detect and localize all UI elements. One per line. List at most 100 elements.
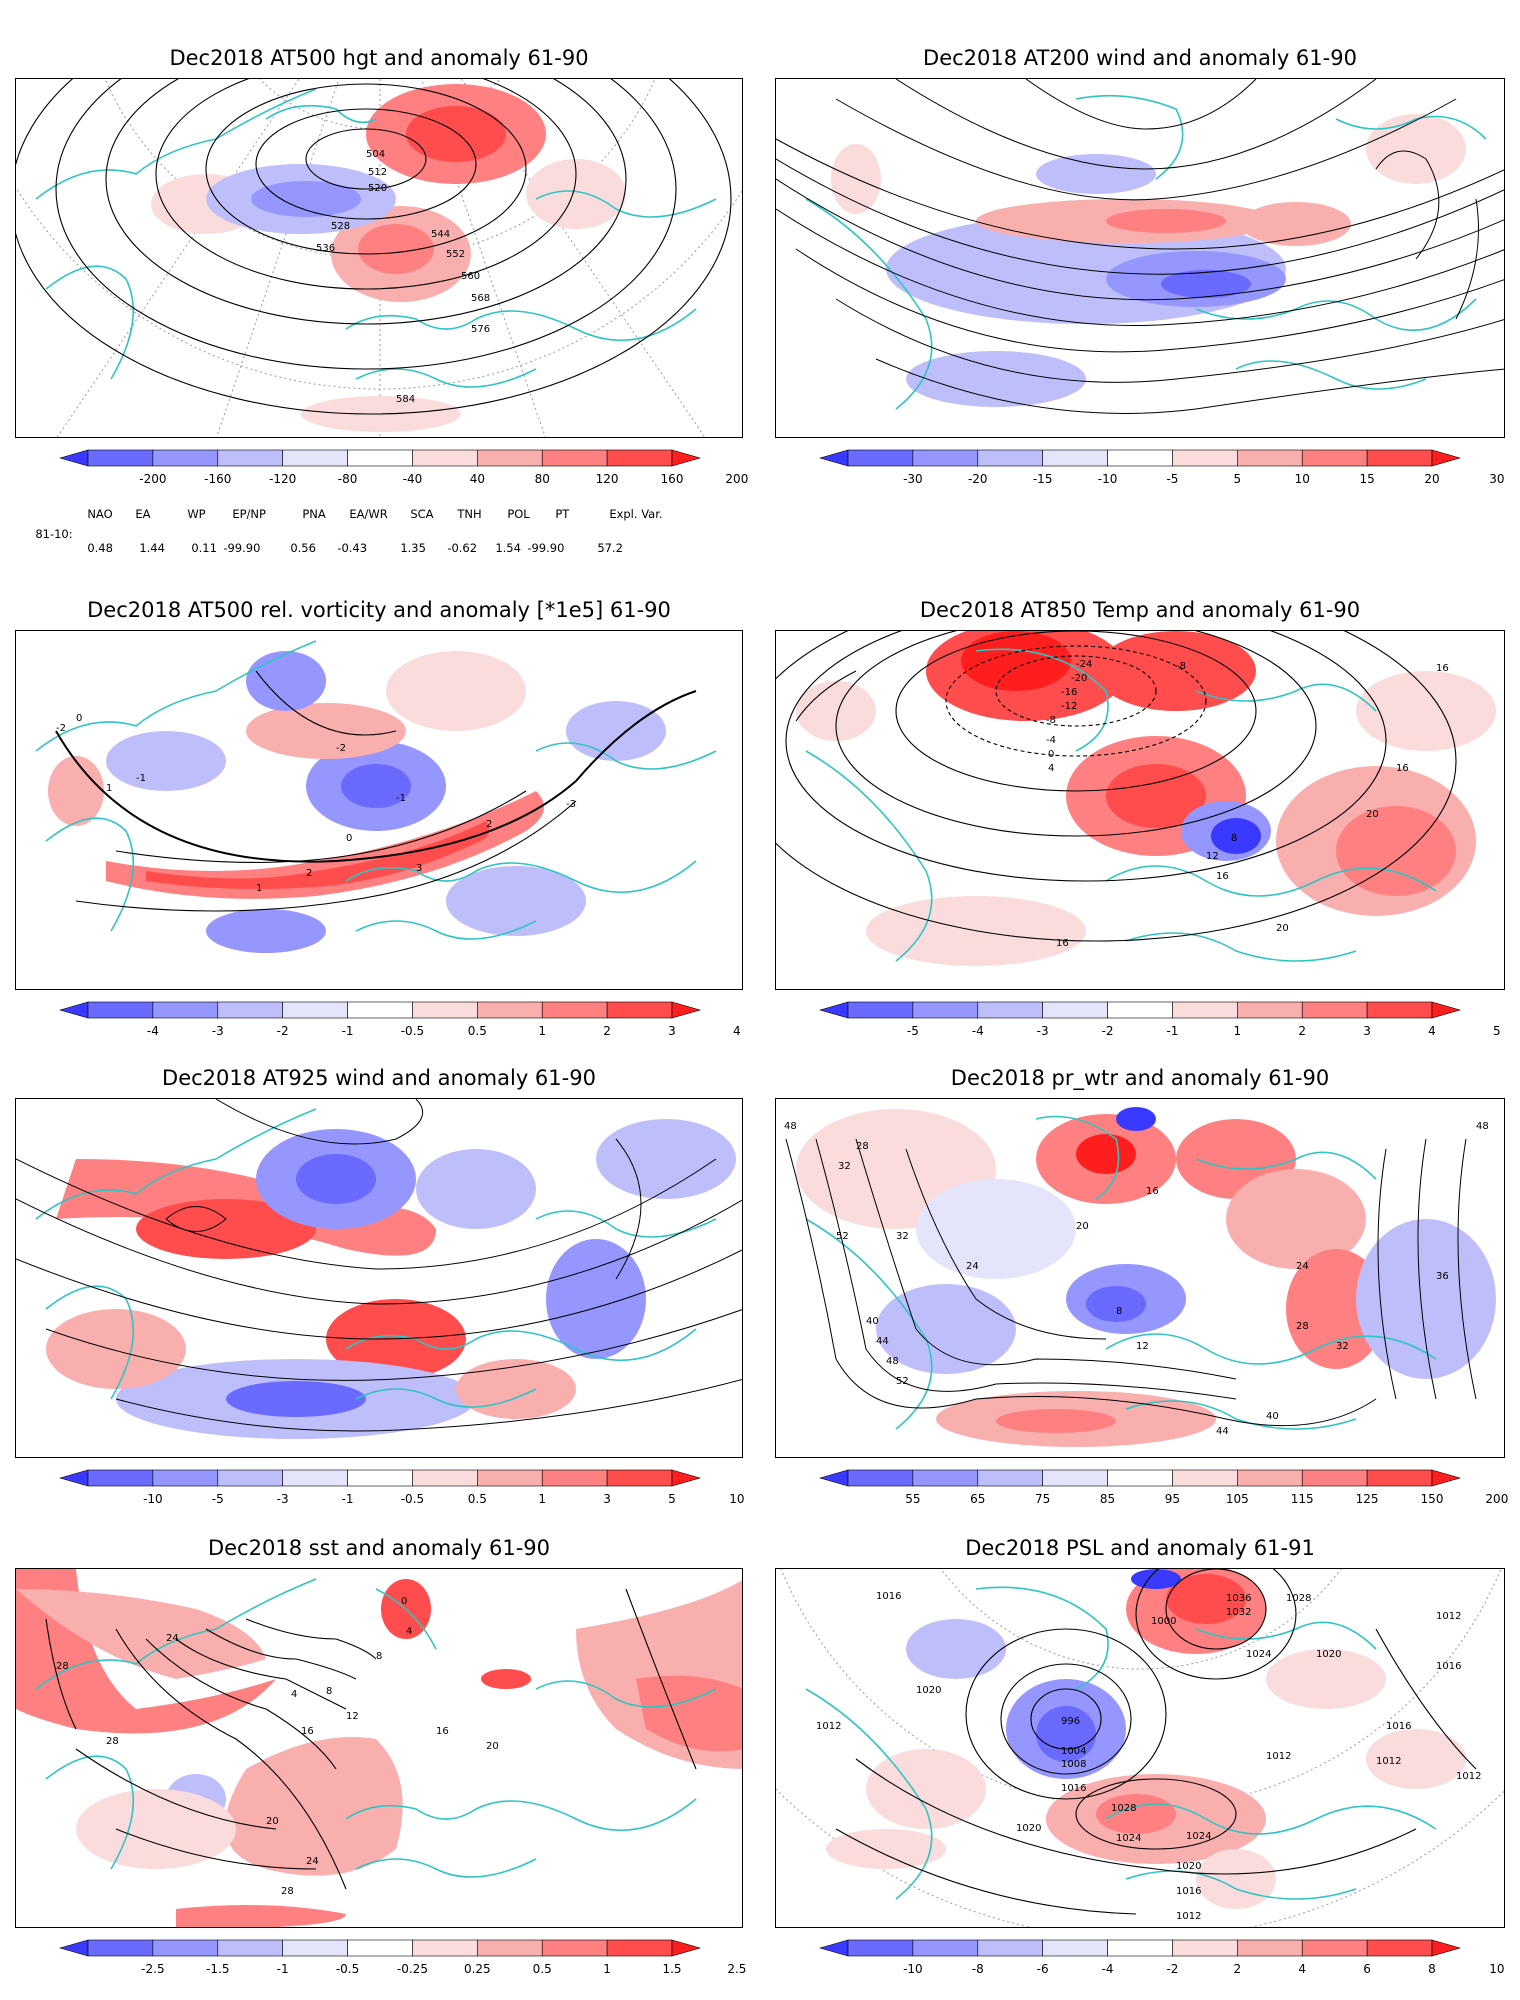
- map-plot: 1016 1020 1012 1000 996 1004 1008 1016 1…: [775, 1568, 1505, 1928]
- colorbar-tick-label: 0.5: [467, 1024, 487, 1038]
- coastlines: [35, 640, 717, 940]
- panel-title: Dec2018 sst and anomaly 61-90: [207, 1536, 551, 1560]
- coastlines: [805, 648, 1437, 962]
- contour-labels: 48 28 32 52 24 32 40 44 48 52 8 12 16 20…: [784, 1121, 1489, 1437]
- colorbar-segment: [282, 1469, 348, 1487]
- index-value: 1.44: [139, 541, 165, 555]
- contour-label: -4: [1046, 735, 1056, 746]
- contour-label: 28: [56, 1661, 69, 1672]
- colorbar-segment: [671, 1939, 702, 1957]
- contour-label: 0: [401, 1596, 407, 1607]
- index-value: 57.2: [597, 541, 623, 555]
- contours: [16, 79, 732, 415]
- colorbar-tick-label: -5: [906, 1024, 919, 1038]
- colorbar-tick-label: 115: [1290, 1492, 1314, 1506]
- index-value: -0.62: [447, 541, 478, 555]
- contour-label: 3: [416, 863, 422, 874]
- map-svg: -24 -20 -16 -12 -8 -8 -4 0 4 8 12 16 16 …: [776, 631, 1496, 966]
- colorbar-segment: [606, 1469, 673, 1487]
- index-value: -99.90: [223, 541, 261, 555]
- contour-label: 1020: [1016, 1823, 1041, 1834]
- contour-label: 48: [784, 1121, 797, 1132]
- colorbar-tick-label: 125: [1355, 1492, 1379, 1506]
- contour-label: 536: [316, 243, 335, 254]
- colorbar-segment: [1107, 1469, 1173, 1487]
- colorbar-tick-label: -200: [139, 472, 167, 486]
- contour-label: 1032: [1226, 1607, 1251, 1618]
- contour-label: 24: [966, 1261, 979, 1272]
- colorbar-segment: [347, 1001, 413, 1019]
- panel-title: Dec2018 PSL and anomaly 61-91: [965, 1536, 1315, 1560]
- contour-label: -1: [396, 793, 406, 804]
- index-value: 0.56: [290, 541, 316, 555]
- contour-label: -20: [1071, 673, 1087, 684]
- colorbar-ticks: 55 65 75 85 95 105 115 125 150 200: [820, 1492, 1508, 1508]
- colorbar-ticks: -2.5 -1.5 -1 -0.5 -0.25 0.25 0.5 1 1.5 2.5: [60, 1962, 746, 1978]
- contour-label: 24: [166, 1633, 179, 1644]
- colorbar-tick-label: 2.5: [727, 1962, 747, 1976]
- colorbar: [818, 449, 1462, 467]
- colorbar-svg: [818, 1001, 1462, 1019]
- colorbar-segment: [1366, 1939, 1433, 1957]
- map-plot: [775, 78, 1505, 438]
- panel-title: Dec2018 pr_wtr and anomaly 61-90: [950, 1066, 1330, 1090]
- map-svg: 48 28 32 52 24 32 40 44 48 52 8 12 16 20…: [784, 1107, 1496, 1447]
- colorbar-segment: [477, 1469, 543, 1487]
- contours: [776, 631, 1457, 942]
- contours: [55, 670, 697, 912]
- colorbar-tick-label: 1: [538, 1024, 547, 1038]
- colorbar-segment: [912, 1001, 979, 1019]
- colorbar-ticks: -10 -8 -6 -4 -2 2 4 6 8 10: [820, 1962, 1504, 1978]
- streamlines: [16, 1099, 742, 1432]
- colorbar-tick-label: 1.5: [662, 1962, 682, 1976]
- colorbar-tick-label: 3: [668, 1024, 676, 1038]
- panel-title: Dec2018 AT500 rel. vorticity and anomaly…: [87, 598, 671, 622]
- contour-label: 20: [486, 1741, 499, 1752]
- colorbar-tick-label: 5: [1233, 472, 1242, 486]
- colorbar-tick-label: 2: [1298, 1024, 1307, 1038]
- colorbar-segment: [58, 1469, 89, 1487]
- panel-at500-hgt: Dec2018 AT500 hgt and anomaly 61-90: [15, 38, 748, 486]
- contour-label: 1016: [1386, 1721, 1411, 1732]
- colorbar-ticks: -4 -3 -2 -1 -0.5 0.5 1 2 3 4: [60, 1024, 741, 1040]
- colorbar-tick-label: 55: [905, 1492, 921, 1506]
- panel-title: Dec2018 AT200 wind and anomaly 61-90: [923, 46, 1357, 70]
- contour-label: 8: [376, 1651, 382, 1662]
- contour-label: 12: [346, 1711, 359, 1722]
- contour-label: -24: [1076, 659, 1092, 670]
- colorbar-tick-label: -4: [971, 1024, 984, 1038]
- contour-label: 16: [1396, 763, 1409, 774]
- colorbar-segment: [671, 1469, 702, 1487]
- contour-labels: -24 -20 -16 -12 -8 -8 -4 0 4 8 12 16 16 …: [1046, 659, 1449, 949]
- colorbar-segment: [217, 1469, 283, 1487]
- colorbar-segment: [818, 1939, 849, 1957]
- colorbar-segment: [412, 1469, 478, 1487]
- coastlines: [35, 1578, 717, 1878]
- colorbar-tick-label: 4: [1428, 1024, 1436, 1038]
- contours: [835, 1569, 1477, 1915]
- colorbar-tick-label: -15: [1032, 472, 1053, 486]
- contour-label: 1024: [1246, 1649, 1271, 1660]
- colorbar-segment: [58, 1939, 89, 1957]
- colorbar-tick-label: -4: [146, 1024, 159, 1038]
- colorbar: [58, 1939, 702, 1957]
- colorbar-tick-label: 80: [534, 472, 550, 486]
- colorbar-tick-label: 85: [1099, 1492, 1116, 1506]
- colorbar-segment: [347, 1939, 413, 1957]
- index-value: -99.90: [527, 541, 565, 555]
- colorbar-segment: [541, 1001, 608, 1019]
- contour-label: 16: [301, 1726, 314, 1737]
- contour-label: -12: [1061, 701, 1077, 712]
- colorbar-tick-label: 75: [1035, 1492, 1051, 1506]
- contour-label: 1000: [1151, 1616, 1176, 1627]
- contour-label: 1012: [1436, 1611, 1461, 1622]
- contour-label: 584: [396, 394, 415, 405]
- colorbar-segment: [347, 449, 413, 467]
- colorbar-tick-label: -1: [1166, 1024, 1179, 1038]
- contour-label: 0: [346, 833, 352, 844]
- contour-label: 1004: [1061, 1746, 1086, 1757]
- contour-label: 0: [76, 713, 82, 724]
- colorbar-tick-label: -2.5: [141, 1962, 165, 1976]
- colorbar-segment: [1237, 1939, 1303, 1957]
- colorbar-tick-label: 8: [1428, 1962, 1436, 1976]
